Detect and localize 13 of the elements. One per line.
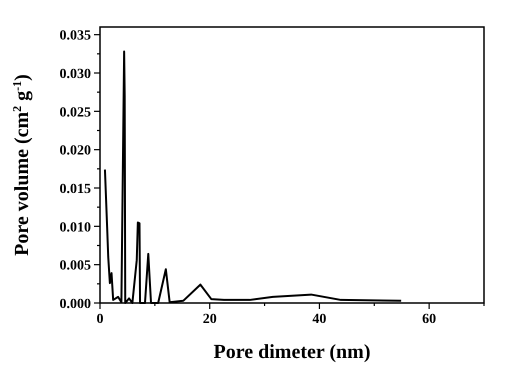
x-tick-label: 60 <box>422 312 436 327</box>
y-tick-label: 0.005 <box>60 258 91 274</box>
x-tick-label: 0 <box>96 312 104 327</box>
y-tick-label: 0.010 <box>60 220 91 236</box>
y-tick-label: 0.030 <box>60 67 91 82</box>
y-tick-label: 0.020 <box>60 144 91 159</box>
x-axis-title: Pore dimeter (nm) <box>214 341 370 363</box>
x-tick-label: 40 <box>312 312 326 327</box>
y-tick-label: 0.015 <box>60 182 91 197</box>
y-tick-label: 0.035 <box>60 28 91 44</box>
y-tick-label: 0.000 <box>60 297 91 312</box>
x-tick-label: 20 <box>202 312 217 327</box>
y-tick-label: 0.025 <box>60 105 91 120</box>
